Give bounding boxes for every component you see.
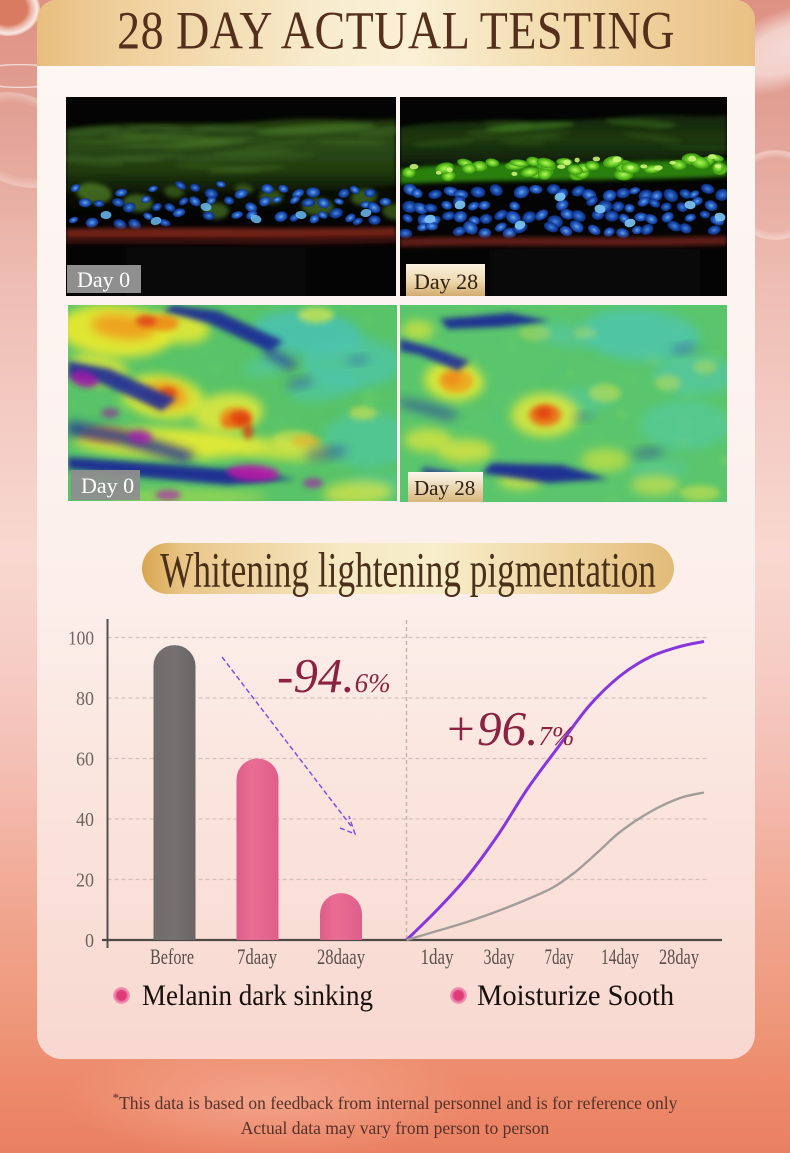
svg-text:60: 60: [76, 749, 94, 771]
svg-text:7daay: 7daay: [237, 944, 277, 969]
svg-text:80: 80: [76, 688, 94, 710]
svg-text:1day: 1day: [421, 944, 454, 969]
svg-text:+96.7%: +96.7%: [444, 701, 574, 756]
svg-text:14day: 14day: [601, 944, 639, 969]
svg-text:28day: 28day: [659, 944, 699, 969]
svg-text:Day 28: Day 28: [414, 476, 475, 500]
svg-text:Day 0: Day 0: [77, 267, 130, 292]
svg-text:20: 20: [76, 870, 94, 892]
svg-text:7day: 7day: [545, 944, 574, 969]
svg-text:-94.6%: -94.6%: [277, 648, 391, 703]
svg-text:28daay: 28daay: [317, 944, 365, 969]
svg-text:Before: Before: [150, 944, 194, 969]
svg-text:Day 28: Day 28: [414, 269, 478, 294]
svg-text:40: 40: [76, 809, 94, 831]
svg-text:100: 100: [68, 628, 94, 650]
svg-text:Day 0: Day 0: [81, 473, 134, 498]
svg-text:3day: 3day: [484, 944, 515, 969]
svg-text:0: 0: [85, 930, 94, 952]
